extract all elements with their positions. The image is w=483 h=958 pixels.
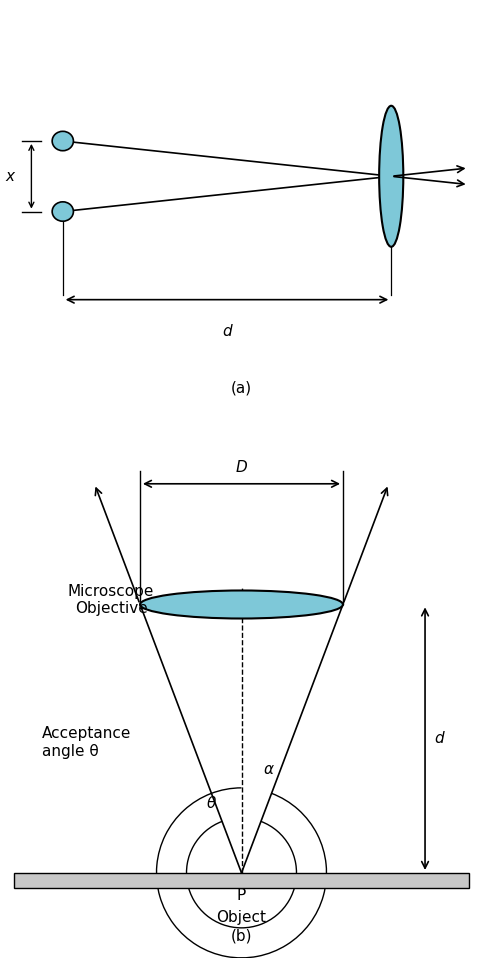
Text: Microscope
Objective: Microscope Objective xyxy=(68,584,154,616)
Text: P: P xyxy=(237,888,246,903)
Text: α: α xyxy=(263,762,273,777)
Ellipse shape xyxy=(379,105,403,247)
Circle shape xyxy=(52,131,73,150)
Text: (a): (a) xyxy=(231,380,252,396)
Text: D: D xyxy=(236,460,247,475)
Text: (b): (b) xyxy=(231,929,252,944)
Text: d: d xyxy=(222,324,232,339)
Text: Acceptance
angle θ: Acceptance angle θ xyxy=(42,726,132,759)
Text: Object: Object xyxy=(216,909,267,924)
Ellipse shape xyxy=(140,590,343,619)
Text: x: x xyxy=(5,169,14,184)
Text: d: d xyxy=(435,731,444,746)
Bar xyxy=(14,873,469,888)
Text: θ: θ xyxy=(206,796,216,811)
Circle shape xyxy=(52,202,73,221)
